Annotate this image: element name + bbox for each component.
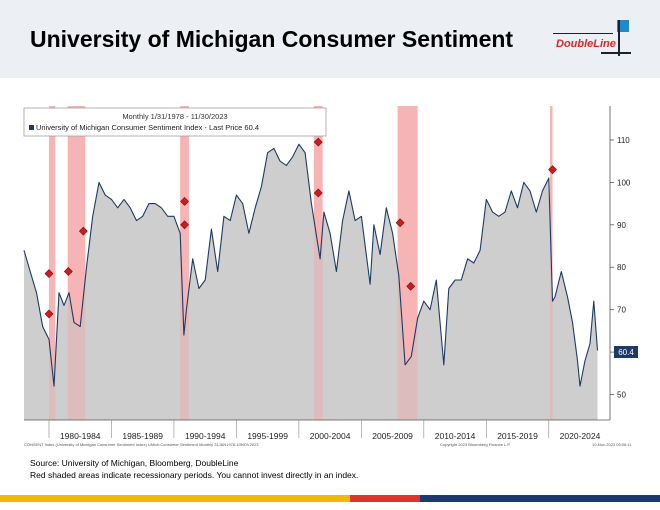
recession-note: Red shaded areas indicate recessionary p… <box>30 470 359 480</box>
y-tick-label-2: 70 <box>617 306 626 315</box>
recession-overlay-2 <box>180 106 189 420</box>
recession-marker-9 <box>406 281 416 291</box>
last-price-box <box>614 346 638 358</box>
timestamp-caption: 10-Nov-2023 09:06:11 <box>592 442 632 447</box>
recession-marker-10 <box>548 165 557 175</box>
logo-text: DoubleLine <box>556 38 616 50</box>
legend-label: University of Michigan Consumer Sentimen… <box>36 123 259 132</box>
recession-overlay-0 <box>48 106 56 420</box>
y-tick-label-6: 110 <box>617 136 630 145</box>
recession-marker-5 <box>180 220 189 230</box>
axis-layer: 50607080901001101980-19841985-19891990-1… <box>48 136 631 441</box>
chart-container: 50607080901001101980-19841985-19891990-1… <box>0 100 660 460</box>
page-title: University of Michigan Consumer Sentimen… <box>30 26 514 52</box>
header-band: University of Michigan Consumer Sentimen… <box>0 0 660 78</box>
x-tick-label-7: 2015-2019 <box>497 431 538 441</box>
chart-title: Monthly 1/31/1978 - 11/30/2023 <box>122 112 227 121</box>
y-tick-label-3: 80 <box>617 263 626 272</box>
recession-marker-6 <box>313 137 323 147</box>
frame-layer <box>24 106 611 421</box>
sentiment-area <box>24 144 598 420</box>
last-price-label: 60.4 <box>618 348 634 357</box>
legend-swatch <box>29 125 34 130</box>
recession-marker-7 <box>313 188 323 198</box>
y-tick-label-4: 90 <box>617 221 626 230</box>
bloomberg-caption: CONSENT Index (University of Michigan Co… <box>24 442 259 447</box>
x-tick-label-5: 2005-2009 <box>372 431 413 441</box>
recession-marker-0 <box>44 269 54 279</box>
x-tick-label-3: 1995-1999 <box>247 431 288 441</box>
x-tick-label-1: 1985-1989 <box>122 431 163 441</box>
legend-frame <box>23 107 327 137</box>
recession-marker-2 <box>63 267 73 276</box>
last-price-tag: 60.4 <box>614 346 638 358</box>
logo-vertical-line <box>618 20 620 56</box>
recession-overlay-3 <box>313 106 323 420</box>
sentiment-line <box>23 143 599 387</box>
y-tick-label-5: 100 <box>617 178 631 187</box>
logo-horizontal-line <box>601 52 631 54</box>
x-tick-label-2: 1990-1994 <box>185 431 226 441</box>
logo-top-rule <box>553 33 613 34</box>
x-tick-label-4: 2000-2004 <box>310 431 351 441</box>
source-note: Source: University of Michigan, Bloomber… <box>30 458 239 468</box>
sentiment-chart: 50607080901001101980-19841985-19891990-1… <box>23 106 638 447</box>
footer-stripe-red <box>350 495 420 502</box>
footer-stripe-yellow <box>0 495 350 502</box>
area-layer <box>23 106 599 420</box>
logo-square-icon <box>617 20 629 32</box>
copyright-caption: Copyright 2023 Bloomberg Finance L.P. <box>440 442 511 447</box>
recession-marker-4 <box>180 197 189 206</box>
recession-marker-8 <box>395 218 405 228</box>
doubleline-logo: DoubleLine <box>553 18 633 58</box>
recession-overlay-1 <box>67 106 86 420</box>
x-tick-label-0: 1980-1984 <box>60 431 101 441</box>
legend-box: Monthly 1/31/1978 - 11/30/2023 Universit… <box>23 107 327 137</box>
recession-band-2 <box>180 106 189 420</box>
recession-band-0 <box>48 106 56 420</box>
x-tick-label-6: 2010-2014 <box>435 431 476 441</box>
marker-layer <box>44 137 557 319</box>
recession-marker-3 <box>78 226 88 236</box>
footer-stripe-navy <box>420 495 660 502</box>
x-tick-label-8: 2020-2024 <box>560 431 601 441</box>
recession-overlay-4 <box>397 106 418 420</box>
recession-marker-1 <box>44 309 54 319</box>
y-tick-label-0: 50 <box>617 391 626 400</box>
